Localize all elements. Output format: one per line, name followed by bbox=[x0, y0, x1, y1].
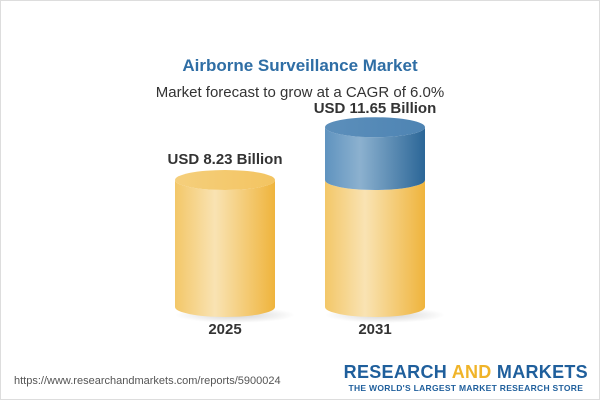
research-and-markets-logo: RESEARCH AND MARKETS THE WORLD'S LARGEST… bbox=[344, 362, 588, 393]
bar-top bbox=[175, 170, 275, 190]
logo-text: MARKETS bbox=[491, 362, 588, 382]
logo-text: RESEARCH bbox=[343, 362, 452, 382]
chart-title: Airborne Surveillance Market bbox=[182, 56, 418, 75]
category-label: 2031 bbox=[358, 321, 391, 338]
logo-text: AND bbox=[451, 362, 492, 382]
category-label: 2025 bbox=[208, 321, 241, 338]
logo-tagline: THE WORLD'S LARGEST MARKET RESEARCH STOR… bbox=[348, 383, 584, 393]
data-label: USD 11.65 Billion bbox=[314, 100, 437, 117]
data-label: USD 8.23 Billion bbox=[167, 151, 282, 168]
bar-2031-growth bbox=[325, 127, 425, 190]
bar-top bbox=[325, 117, 425, 138]
source-url: https://www.researchandmarkets.com/repor… bbox=[14, 375, 281, 387]
bar-2025 bbox=[175, 180, 275, 317]
chart-subtitle: Market forecast to grow at a CAGR of 6.0… bbox=[155, 84, 445, 101]
bar-2031-base bbox=[325, 180, 425, 317]
